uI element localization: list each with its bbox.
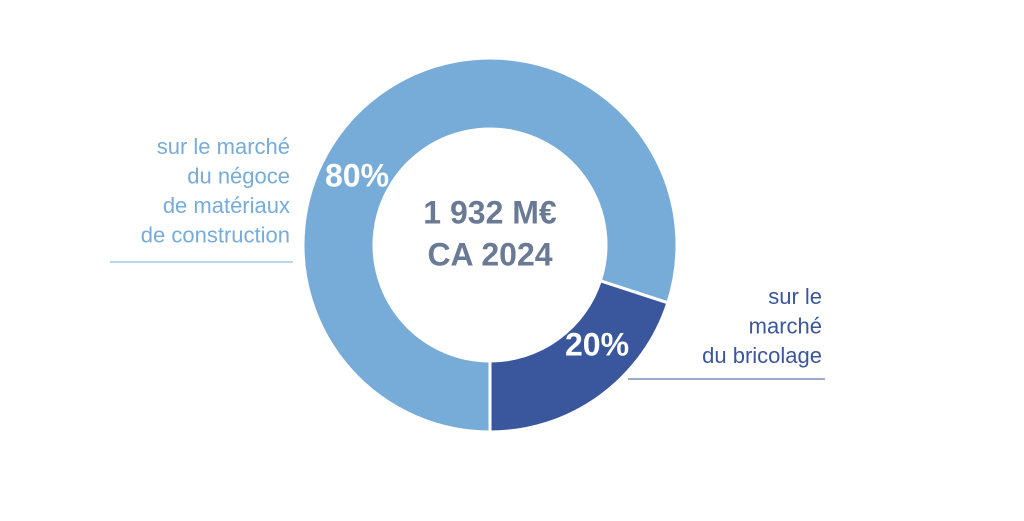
category-label: du négoce (187, 163, 290, 188)
slice (301, 56, 679, 434)
value-label: 80% (325, 157, 389, 193)
category-label: marché (749, 313, 822, 338)
category-label: de construction (141, 222, 290, 247)
category-label: du bricolage (702, 343, 822, 368)
slice (488, 278, 670, 434)
center-text: CA 2024 (427, 236, 552, 272)
category-label: de matériaux (163, 193, 290, 218)
category-label: sur le (768, 284, 822, 309)
category-label: sur le marché (157, 134, 290, 159)
value-label: 20% (565, 326, 629, 362)
center-text: 1 932 M€ (423, 194, 557, 230)
